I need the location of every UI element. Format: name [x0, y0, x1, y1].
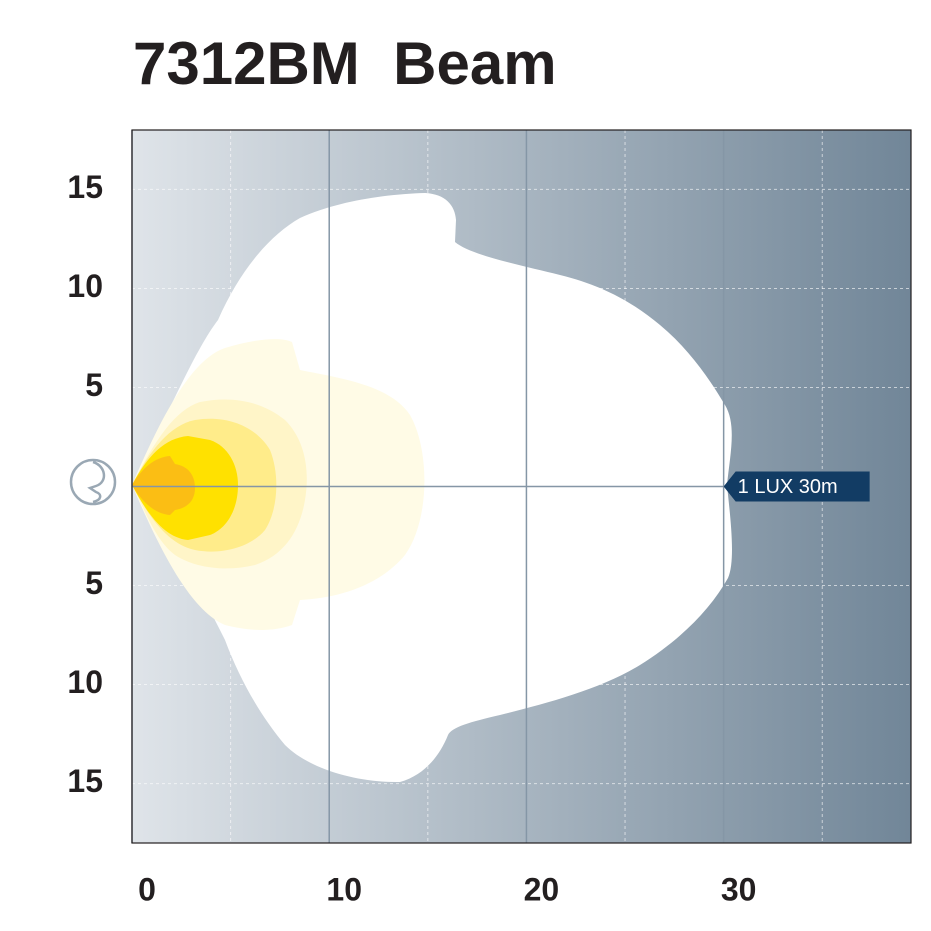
x-tick-label: 10	[326, 871, 362, 907]
x-tick-label: 0	[138, 871, 156, 907]
lamp-icon-lens	[87, 460, 106, 504]
y-tick-label: 15	[67, 763, 103, 799]
plot-frame	[131, 129, 912, 844]
y-tick-label: 10	[67, 664, 103, 700]
x-tick-label: 30	[721, 871, 757, 907]
y-tick-label: 5	[85, 565, 103, 601]
annotation-tag	[723, 471, 870, 502]
y-tick-label: 5	[85, 367, 103, 403]
axes: 0 10 20 30 15 10 5 5 10 15 1 LUX 30m	[67, 130, 870, 907]
beam-hotspot	[132, 456, 195, 515]
chart-title: 7312BM Beam	[133, 30, 557, 97]
y-tick-label: 15	[67, 169, 103, 205]
x-tick-label: 20	[524, 871, 560, 907]
lamp-icon	[69, 458, 117, 506]
annotation-label: 1 LUX 30m	[738, 476, 838, 498]
y-tick-label: 10	[67, 268, 103, 304]
